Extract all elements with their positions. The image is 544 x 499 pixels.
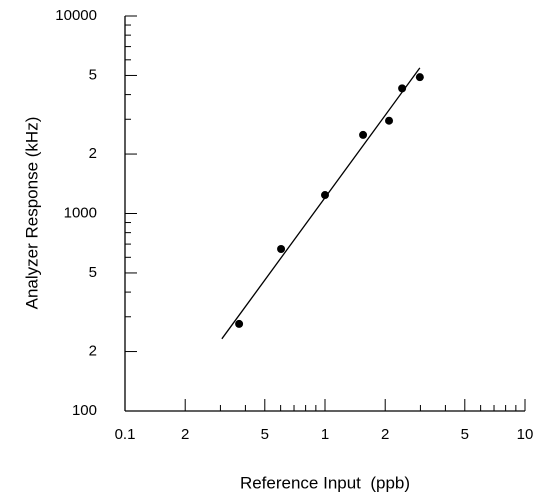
x-tick-label: 10 xyxy=(517,426,534,443)
data-point xyxy=(235,319,244,328)
x-tick-label: 2 xyxy=(181,426,189,443)
y-tick-label: 5 xyxy=(89,66,97,83)
x-axis-title: Reference Input (ppb) xyxy=(240,473,410,492)
data-point xyxy=(359,130,368,139)
data-point xyxy=(321,191,329,200)
y-tick-label: 100 xyxy=(72,402,97,419)
y-tick-label: 2 xyxy=(89,145,97,162)
x-tick-label: 5 xyxy=(261,426,269,443)
data-point xyxy=(415,73,424,82)
fit-line xyxy=(221,67,421,340)
x-tick-label: 5 xyxy=(461,426,469,443)
y-axis-title: Analyzer Response (kHz) xyxy=(22,117,41,310)
data-point xyxy=(385,116,394,125)
y-tick-label: 10000 xyxy=(55,7,97,24)
y-tick-label: 2 xyxy=(89,343,97,360)
x-tick-label: 2 xyxy=(381,426,389,443)
x-tick-label: 0.1 xyxy=(115,426,136,443)
y-tick-label: 5 xyxy=(89,264,97,281)
y-tick-label: 1000 xyxy=(64,204,97,221)
data-point xyxy=(277,245,286,254)
x-tick-label: 1 xyxy=(321,426,329,443)
